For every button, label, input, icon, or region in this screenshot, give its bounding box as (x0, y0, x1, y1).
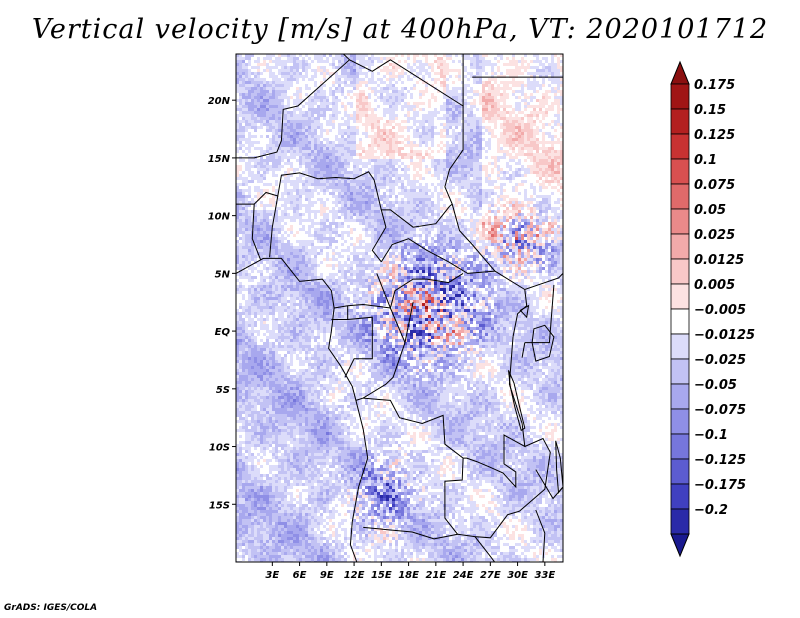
y-tick-label: 15N (208, 154, 231, 165)
colorbar-label: −0.025 (694, 353, 746, 368)
y-tick-label: EQ (215, 327, 231, 338)
colorbar-swatch (670, 183, 690, 210)
border-line (535, 509, 546, 562)
border-line (236, 171, 387, 263)
lake-outline (531, 324, 555, 362)
border-line (344, 316, 373, 378)
colorbar-label: 0.125 (694, 128, 735, 143)
colorbar-swatch (670, 108, 690, 135)
colorbar-bottom-extension (670, 533, 690, 558)
y-tick-label: 15S (209, 500, 230, 511)
colorbar-label: −0.1 (694, 428, 728, 443)
chart-title: Vertical velocity [m/s] at 400hPa, VT: 2… (31, 14, 769, 45)
colorbar-swatch (670, 458, 690, 485)
border-line (269, 195, 279, 258)
country-borders (236, 54, 563, 562)
colorbar-label: 0.0125 (694, 253, 744, 268)
colorbar-label: −0.125 (694, 453, 746, 468)
y-tick-label: 20N (208, 96, 231, 107)
colorbar-swatch (670, 258, 690, 285)
colorbar-label: 0.075 (694, 178, 735, 193)
x-tick-label: 12E (344, 570, 365, 581)
x-tick-label: 24E (453, 570, 474, 581)
colorbar-swatch (670, 358, 690, 385)
x-tick-label: 9E (320, 570, 334, 581)
border-line (524, 284, 555, 344)
colorbar-label: −0.005 (694, 303, 746, 318)
border-line (474, 536, 496, 562)
y-tick-label: 10N (208, 212, 231, 223)
heatmap-field (236, 54, 563, 562)
border-line (463, 336, 526, 489)
colorbar-label: −0.05 (694, 378, 737, 393)
x-tick-label: 15E (371, 570, 392, 581)
grads-credit: GrADS: IGES/COLA (4, 603, 98, 613)
border-line (342, 54, 350, 61)
colorbar-swatch (670, 308, 690, 335)
colorbar-label: −0.075 (694, 403, 746, 418)
colorbar-swatch (670, 408, 690, 435)
colorbar-swatch (670, 233, 690, 260)
x-tick-label: 6E (293, 570, 307, 581)
colorbar-label: 0.025 (694, 228, 735, 243)
colorbar-label: −0.2 (694, 503, 728, 518)
colorbar-label: 0.05 (694, 203, 726, 218)
colorbar-label: 0.175 (694, 78, 735, 93)
border-line (363, 397, 464, 540)
colorbar-label: 0.15 (694, 103, 726, 118)
border-line (457, 437, 551, 539)
colorbar-swatch (670, 483, 690, 510)
border-line (334, 303, 391, 309)
lake-outline (519, 304, 530, 319)
x-axis: 3E 6E 9E 12E 15E 18E 21E 24E 27E 30E 33E (265, 562, 555, 581)
x-tick-label: 18E (398, 570, 419, 581)
map-frame (235, 53, 564, 563)
lake-outline (555, 440, 563, 495)
colorbar-swatch (670, 383, 690, 410)
colorbar: 0.175 0.15 0.125 0.1 0.075 0.05 0.025 0.0125 0.0… (670, 60, 755, 558)
y-axis: 20N 15N 10N 5N EQ 5S 10S 15S (208, 96, 236, 511)
colorbar-label: −0.0125 (694, 328, 755, 343)
border-line (355, 307, 406, 401)
x-tick-label: 21E (425, 570, 446, 581)
x-tick-label: 30E (507, 570, 528, 581)
y-tick-label: 10S (209, 443, 230, 454)
colorbar-label: 0.005 (694, 278, 735, 293)
colorbar-swatch (670, 158, 690, 185)
colorbar-top-extension (670, 60, 690, 85)
y-tick-label: 5N (215, 269, 231, 280)
y-tick-label: 5S (216, 385, 230, 396)
colorbar-label: 0.1 (694, 153, 717, 168)
colorbar-swatch (670, 333, 690, 360)
x-tick-label: 3E (265, 570, 279, 581)
border-line (521, 342, 526, 358)
colorbar-swatch (670, 208, 690, 235)
border-line (236, 59, 563, 291)
colorbar-label: −0.175 (694, 478, 746, 493)
colorbar-swatch (670, 283, 690, 310)
colorbar-swatch (670, 133, 690, 160)
border-line (251, 204, 261, 260)
colorbar-swatch (670, 83, 690, 110)
x-tick-label: 33E (534, 570, 555, 581)
border-line (236, 257, 369, 562)
lake-outline (508, 370, 526, 432)
x-tick-label: 27E (480, 570, 501, 581)
border-line (381, 203, 453, 228)
colorbar-swatch (670, 508, 690, 535)
colorbar-swatch (670, 433, 690, 460)
border-line (404, 302, 414, 343)
border-line (380, 238, 495, 274)
